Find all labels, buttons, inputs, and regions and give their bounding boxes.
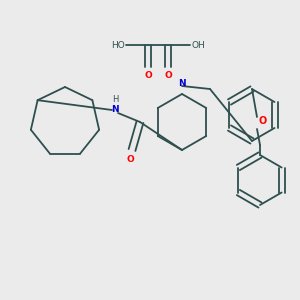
Text: N: N bbox=[178, 80, 186, 88]
Text: H: H bbox=[112, 94, 118, 103]
Text: O: O bbox=[126, 155, 134, 164]
Text: O: O bbox=[144, 70, 152, 80]
Text: N: N bbox=[111, 106, 119, 115]
Text: HO: HO bbox=[111, 40, 125, 50]
Text: O: O bbox=[164, 70, 172, 80]
Text: OH: OH bbox=[191, 40, 205, 50]
Text: O: O bbox=[259, 116, 267, 126]
